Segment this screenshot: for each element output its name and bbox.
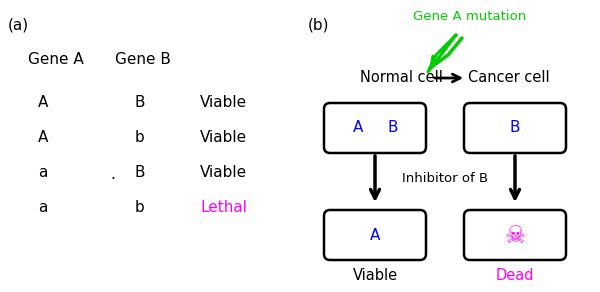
FancyBboxPatch shape (324, 103, 426, 153)
Text: a: a (38, 200, 47, 215)
FancyBboxPatch shape (324, 210, 426, 260)
Text: B: B (135, 165, 146, 180)
Text: ☠: ☠ (505, 224, 526, 248)
Text: b: b (135, 130, 145, 145)
Text: b: b (135, 200, 145, 215)
Text: Gene B: Gene B (115, 52, 171, 67)
FancyBboxPatch shape (464, 103, 566, 153)
Text: .: . (110, 167, 115, 182)
Text: A: A (38, 130, 49, 145)
Text: A: A (353, 121, 363, 135)
Text: A: A (38, 95, 49, 110)
Text: B: B (135, 95, 146, 110)
Text: Viable: Viable (200, 165, 247, 180)
Text: Cancer cell: Cancer cell (468, 70, 550, 86)
Text: Gene A: Gene A (28, 52, 84, 67)
FancyBboxPatch shape (464, 210, 566, 260)
Text: Normal cell: Normal cell (360, 70, 443, 86)
Text: Inhibitor of B: Inhibitor of B (402, 171, 488, 185)
Text: Viable: Viable (200, 95, 247, 110)
Text: Dead: Dead (496, 268, 534, 283)
Text: (a): (a) (8, 18, 29, 33)
Text: B: B (510, 121, 520, 135)
Text: B: B (388, 121, 398, 135)
Text: (b): (b) (308, 18, 329, 33)
Text: Viable: Viable (352, 268, 398, 283)
Text: a: a (38, 165, 47, 180)
Text: A: A (370, 227, 380, 242)
Text: Viable: Viable (200, 130, 247, 145)
Text: Lethal: Lethal (200, 200, 247, 215)
Text: Gene A mutation: Gene A mutation (413, 10, 527, 23)
